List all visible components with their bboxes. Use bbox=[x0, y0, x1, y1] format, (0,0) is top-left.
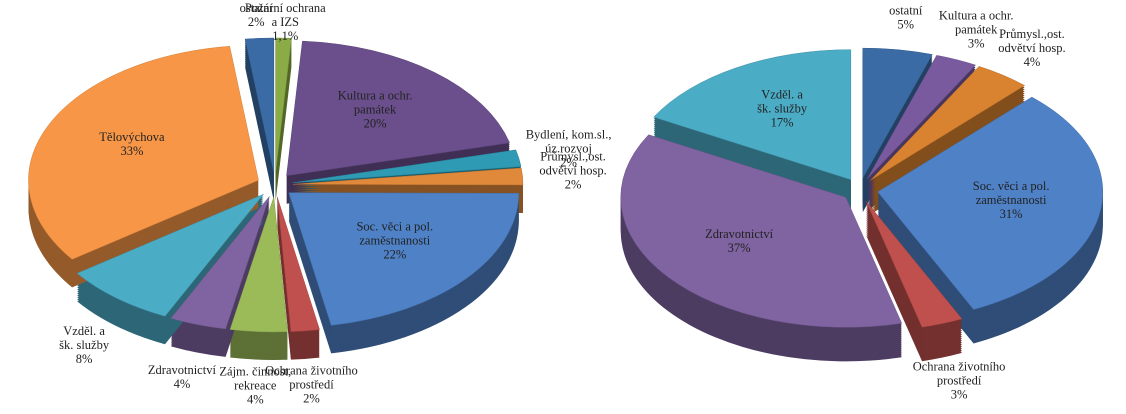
value-label: 17% bbox=[771, 116, 794, 130]
slice-label: zaměstnanosti bbox=[976, 193, 1047, 207]
slice-label: ostatní bbox=[889, 4, 923, 18]
slice bbox=[862, 47, 933, 180]
slice bbox=[28, 46, 259, 260]
slice-label: ostatní bbox=[240, 1, 274, 15]
slice-label: Průmysl.,ost. bbox=[540, 150, 606, 164]
slice-label: Ochrana životního bbox=[913, 360, 1006, 374]
slice-label: a IZS bbox=[272, 15, 299, 29]
slice bbox=[292, 149, 522, 184]
slice-label: zaměstnanosti bbox=[359, 234, 430, 248]
slice-label: Zdravotnictví bbox=[705, 227, 774, 241]
slice-label: šk. služby bbox=[59, 338, 110, 352]
slice-label: odvětví hosp. bbox=[539, 164, 606, 178]
slice-label: památek bbox=[354, 103, 397, 117]
value-label: 2% bbox=[560, 156, 577, 170]
slice bbox=[229, 196, 288, 333]
slice bbox=[170, 196, 270, 330]
slice-label: památek bbox=[955, 22, 998, 36]
slice-label: Vzděl. a bbox=[63, 324, 105, 338]
slice-label: Zdravotnictví bbox=[148, 363, 217, 377]
value-label: 2% bbox=[248, 15, 265, 29]
slice-label: Kultura a ochr. bbox=[939, 8, 1014, 22]
value-label: 2% bbox=[565, 178, 582, 192]
value-label: 2% bbox=[303, 391, 320, 405]
value-label: 3% bbox=[951, 388, 968, 402]
slice-label: Soc. věci a pol. bbox=[973, 179, 1050, 193]
slice bbox=[286, 40, 510, 177]
slice-label: šk. služby bbox=[757, 102, 808, 116]
slice-label: Zájm. činnost, bbox=[219, 364, 291, 378]
slice bbox=[292, 167, 524, 186]
value-label: 22% bbox=[383, 248, 406, 262]
slice bbox=[288, 192, 520, 326]
slice-label: Kultura a ochr. bbox=[338, 89, 413, 103]
value-label: 4% bbox=[1024, 55, 1041, 69]
value-label: 37% bbox=[728, 241, 751, 255]
value-label: 5% bbox=[897, 18, 914, 32]
value-label: 4% bbox=[247, 392, 264, 406]
slice bbox=[870, 66, 1026, 181]
slice-label: úz.rozvoj bbox=[545, 142, 592, 156]
slice-label: Soc. věci a pol. bbox=[356, 220, 433, 234]
slice bbox=[276, 196, 320, 332]
slice bbox=[76, 193, 264, 317]
slice bbox=[865, 201, 963, 328]
slice bbox=[866, 55, 976, 180]
value-label: 20% bbox=[364, 117, 387, 131]
slice bbox=[653, 49, 852, 181]
slice bbox=[620, 134, 903, 328]
slice-label: odvětví hosp. bbox=[998, 41, 1065, 55]
slice-label: Průmysl.,ost. bbox=[999, 27, 1065, 41]
slice bbox=[877, 96, 1104, 310]
slice-label: Požární ochrana bbox=[245, 1, 326, 15]
value-label: 33% bbox=[120, 144, 143, 158]
slice-label: prostředí bbox=[937, 374, 982, 388]
slice-label: Bydlení, kom.sl., bbox=[526, 128, 612, 142]
value-label: 31% bbox=[1000, 207, 1023, 221]
slice bbox=[244, 37, 275, 174]
value-label: 8% bbox=[76, 352, 93, 366]
slice-label: rekreace bbox=[234, 378, 277, 392]
slice bbox=[275, 37, 292, 174]
value-label: 3% bbox=[968, 36, 985, 50]
slice-label: Tělovýchova bbox=[99, 130, 165, 144]
slice-label: Vzděl. a bbox=[761, 88, 803, 102]
value-label: 1,1% bbox=[272, 29, 298, 43]
value-label: 4% bbox=[174, 377, 191, 391]
slice-label: Ochrana životního bbox=[265, 363, 358, 377]
slice-label: prostředí bbox=[289, 377, 334, 391]
